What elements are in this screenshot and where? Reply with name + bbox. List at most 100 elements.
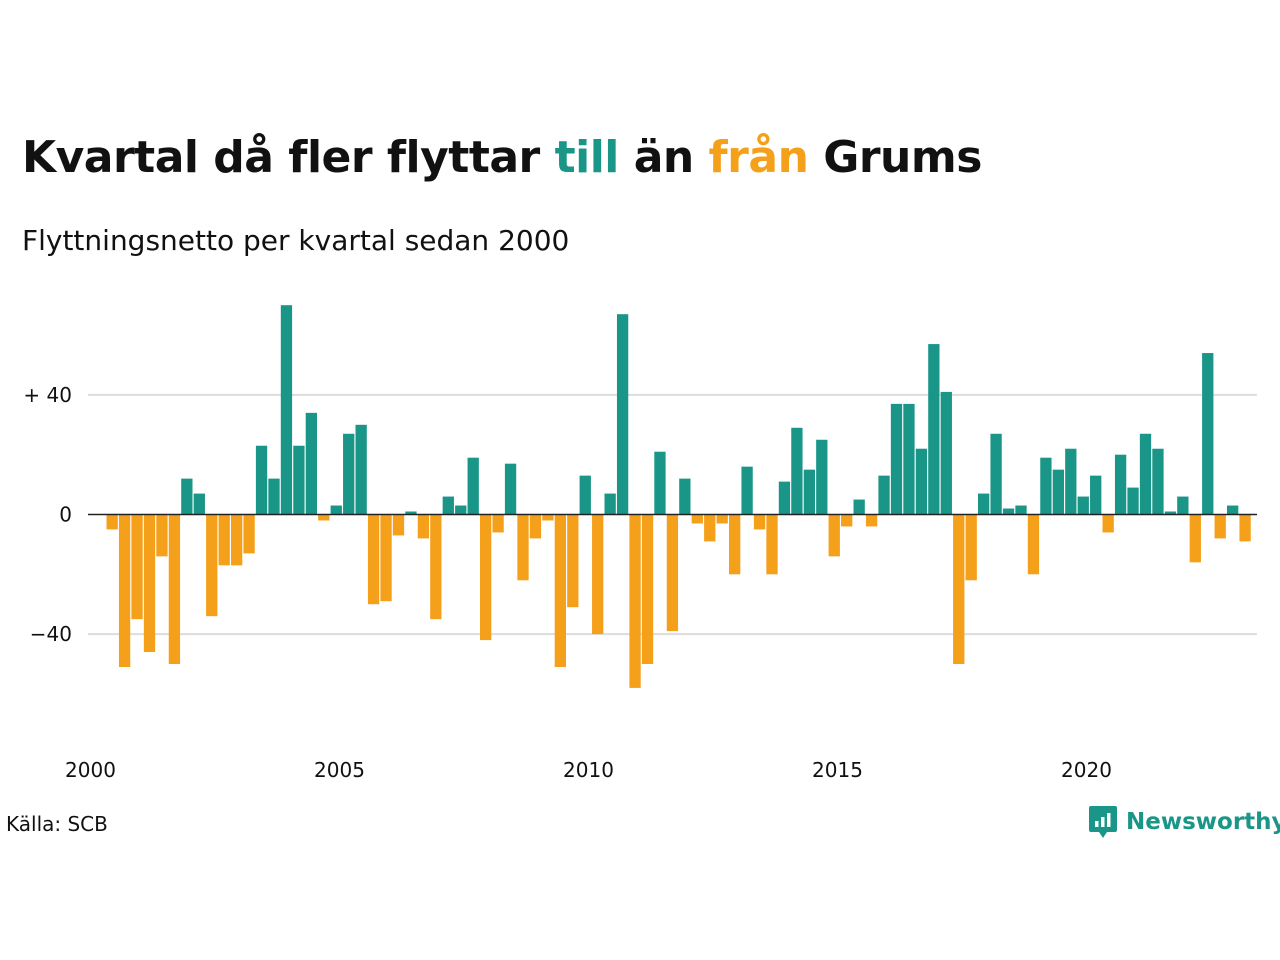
bar xyxy=(567,514,579,608)
bar xyxy=(1102,514,1114,533)
bar xyxy=(529,514,542,539)
bar xyxy=(1002,508,1015,515)
bar xyxy=(1114,454,1127,515)
bar xyxy=(118,514,131,667)
bar xyxy=(1239,514,1251,542)
x-tick-label: 2015 xyxy=(812,758,863,782)
bar xyxy=(679,478,691,515)
bar xyxy=(903,403,915,515)
x-tick-label: 2000 xyxy=(65,758,116,782)
bar xyxy=(106,514,118,530)
bar xyxy=(143,514,156,653)
brand-name: Newsworthy xyxy=(1126,809,1280,835)
bar xyxy=(193,493,205,515)
bar xyxy=(841,514,853,527)
bar xyxy=(280,305,293,515)
bar xyxy=(1027,514,1040,575)
bar xyxy=(1065,448,1077,515)
bar xyxy=(417,514,430,539)
bar xyxy=(1077,496,1089,515)
bar xyxy=(367,514,380,605)
bar xyxy=(878,475,890,515)
title-part-3: Grums xyxy=(823,132,982,183)
bar xyxy=(517,514,529,581)
bar xyxy=(231,514,243,566)
bar xyxy=(243,514,255,554)
x-tick-label: 2005 xyxy=(314,758,365,782)
bar xyxy=(181,478,193,515)
bar xyxy=(1090,475,1102,515)
title-part-2: än xyxy=(633,132,695,183)
bar xyxy=(343,433,355,515)
bar xyxy=(492,514,504,533)
bar xyxy=(305,412,317,515)
bar xyxy=(766,514,778,575)
bar xyxy=(405,511,417,515)
bar xyxy=(442,496,454,515)
bar xyxy=(1127,487,1139,515)
x-tick-label: 2010 xyxy=(563,758,614,782)
bar xyxy=(853,499,865,515)
bar xyxy=(255,445,268,515)
bar xyxy=(1202,353,1214,515)
bar xyxy=(778,481,791,515)
bar xyxy=(704,514,716,542)
bar xyxy=(915,448,928,515)
y-tick-label: −40 xyxy=(30,622,72,646)
brand-logo: Newsworthy xyxy=(1088,804,1280,840)
bar xyxy=(392,514,405,536)
bar xyxy=(1152,448,1164,515)
bar xyxy=(355,424,367,515)
bar xyxy=(890,403,903,515)
bar xyxy=(741,466,753,515)
bar xyxy=(865,514,878,527)
bar xyxy=(1189,514,1201,563)
bar xyxy=(504,463,517,515)
bar xyxy=(467,457,479,515)
bar xyxy=(716,514,728,524)
bar xyxy=(1015,505,1027,515)
bar xyxy=(1040,457,1052,515)
newsworthy-icon xyxy=(1089,806,1117,838)
bar xyxy=(654,451,666,515)
bar xyxy=(1164,511,1177,515)
bar xyxy=(1214,514,1226,539)
bar xyxy=(131,514,143,620)
bar xyxy=(604,493,616,515)
bar xyxy=(641,514,654,664)
bar xyxy=(1177,496,1189,515)
bar xyxy=(629,514,641,688)
bar xyxy=(616,314,629,515)
bar xyxy=(318,514,330,521)
title-positive-word: till xyxy=(554,132,620,183)
bar xyxy=(953,514,965,664)
bar xyxy=(691,514,703,524)
bar xyxy=(480,514,492,641)
bar xyxy=(816,439,828,515)
bar xyxy=(791,427,803,515)
title-part-1: Kvartal då fler flyttar xyxy=(22,132,540,183)
y-tick-label: + 40 xyxy=(23,383,72,407)
chart-subtitle: Flyttningsnetto per kvartal sedan 2000 xyxy=(22,224,570,257)
bar xyxy=(592,514,604,635)
bar xyxy=(1227,505,1239,515)
bar xyxy=(1052,469,1064,515)
bar xyxy=(330,505,342,515)
bar xyxy=(828,514,840,557)
bar xyxy=(940,391,952,515)
bar xyxy=(965,514,977,581)
x-tick-label: 2020 xyxy=(1061,758,1112,782)
bar xyxy=(803,469,815,515)
bar xyxy=(928,344,940,515)
title-negative-word: från xyxy=(708,132,809,183)
bar xyxy=(666,514,679,632)
bar xyxy=(990,433,1002,515)
bar xyxy=(455,505,467,515)
bar xyxy=(156,514,168,557)
bar xyxy=(579,475,591,515)
chart-title: Kvartal då fler flyttar till än från Gru… xyxy=(22,132,982,183)
source-note: Källa: SCB xyxy=(6,812,108,836)
bar xyxy=(554,514,566,667)
bar xyxy=(729,514,741,575)
